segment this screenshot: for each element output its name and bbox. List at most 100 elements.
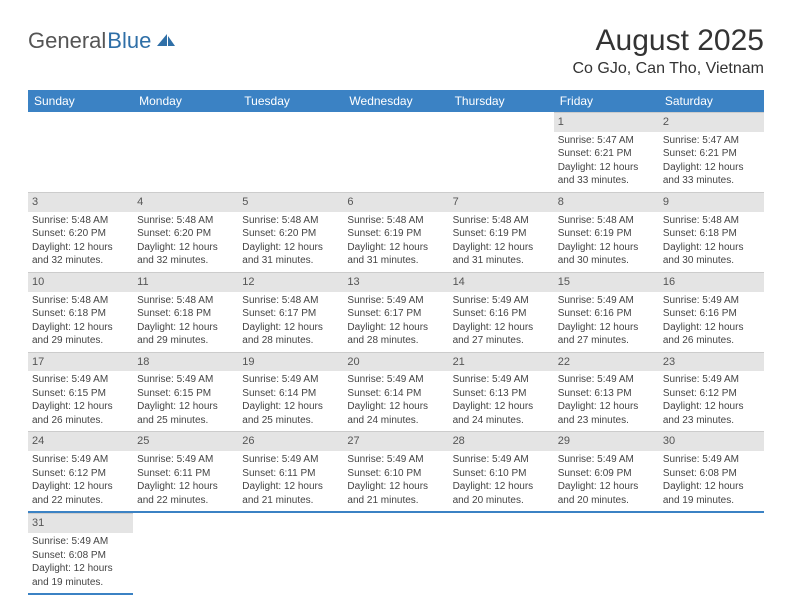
- header: General Blue August 2025 Co GJo, Can Tho…: [28, 24, 764, 78]
- day-number: 27: [343, 431, 448, 451]
- calendar-cell: [449, 512, 554, 594]
- day-number: 16: [659, 272, 764, 292]
- day-number: 26: [238, 431, 343, 451]
- day-number: 11: [133, 272, 238, 292]
- day-details: Sunrise: 5:49 AMSunset: 6:10 PMDaylight:…: [343, 451, 448, 511]
- location: Co GJo, Can Tho, Vietnam: [572, 60, 764, 78]
- calendar-cell: 26Sunrise: 5:49 AMSunset: 6:11 PMDayligh…: [238, 431, 343, 512]
- calendar-cell: 23Sunrise: 5:49 AMSunset: 6:12 PMDayligh…: [659, 352, 764, 432]
- calendar-cell: 25Sunrise: 5:49 AMSunset: 6:11 PMDayligh…: [133, 431, 238, 512]
- weekday-header: Monday: [133, 90, 238, 112]
- day-number: 18: [133, 352, 238, 372]
- day-number: 30: [659, 431, 764, 451]
- day-number: 14: [449, 272, 554, 292]
- calendar-row: 1Sunrise: 5:47 AMSunset: 6:21 PMDaylight…: [28, 112, 764, 192]
- day-number: 6: [343, 192, 448, 212]
- calendar-cell: 6Sunrise: 5:48 AMSunset: 6:19 PMDaylight…: [343, 192, 448, 272]
- calendar-cell: [133, 512, 238, 594]
- day-number: 20: [343, 352, 448, 372]
- calendar-cell: [133, 112, 238, 192]
- day-details: Sunrise: 5:49 AMSunset: 6:10 PMDaylight:…: [449, 451, 554, 511]
- calendar-row: 31Sunrise: 5:49 AMSunset: 6:08 PMDayligh…: [28, 512, 764, 594]
- weekday-header-row: SundayMondayTuesdayWednesdayThursdayFrid…: [28, 90, 764, 112]
- day-number: 4: [133, 192, 238, 212]
- day-details: Sunrise: 5:49 AMSunset: 6:08 PMDaylight:…: [28, 533, 133, 593]
- day-details: Sunrise: 5:48 AMSunset: 6:20 PMDaylight:…: [28, 212, 133, 272]
- day-number: 22: [554, 352, 659, 372]
- calendar-cell: 1Sunrise: 5:47 AMSunset: 6:21 PMDaylight…: [554, 112, 659, 192]
- day-number: 15: [554, 272, 659, 292]
- calendar-cell: 10Sunrise: 5:48 AMSunset: 6:18 PMDayligh…: [28, 272, 133, 352]
- calendar-cell: 22Sunrise: 5:49 AMSunset: 6:13 PMDayligh…: [554, 352, 659, 432]
- logo-text-1: General: [28, 28, 106, 54]
- calendar-cell: 16Sunrise: 5:49 AMSunset: 6:16 PMDayligh…: [659, 272, 764, 352]
- calendar-cell: 21Sunrise: 5:49 AMSunset: 6:13 PMDayligh…: [449, 352, 554, 432]
- day-details: Sunrise: 5:49 AMSunset: 6:08 PMDaylight:…: [659, 451, 764, 511]
- day-details: Sunrise: 5:49 AMSunset: 6:09 PMDaylight:…: [554, 451, 659, 511]
- day-details: Sunrise: 5:48 AMSunset: 6:17 PMDaylight:…: [238, 292, 343, 352]
- calendar-row: 24Sunrise: 5:49 AMSunset: 6:12 PMDayligh…: [28, 431, 764, 512]
- day-details: Sunrise: 5:49 AMSunset: 6:15 PMDaylight:…: [133, 371, 238, 431]
- calendar-cell: [659, 512, 764, 594]
- calendar-cell: 20Sunrise: 5:49 AMSunset: 6:14 PMDayligh…: [343, 352, 448, 432]
- calendar-cell: [238, 112, 343, 192]
- day-number: 13: [343, 272, 448, 292]
- calendar-cell: [343, 512, 448, 594]
- day-number: 12: [238, 272, 343, 292]
- calendar-cell: [238, 512, 343, 594]
- day-details: Sunrise: 5:48 AMSunset: 6:19 PMDaylight:…: [449, 212, 554, 272]
- logo-text-2: Blue: [107, 28, 151, 54]
- calendar-cell: 19Sunrise: 5:49 AMSunset: 6:14 PMDayligh…: [238, 352, 343, 432]
- day-details: Sunrise: 5:49 AMSunset: 6:11 PMDaylight:…: [238, 451, 343, 511]
- day-number: 21: [449, 352, 554, 372]
- calendar-cell: 12Sunrise: 5:48 AMSunset: 6:17 PMDayligh…: [238, 272, 343, 352]
- calendar-cell: 8Sunrise: 5:48 AMSunset: 6:19 PMDaylight…: [554, 192, 659, 272]
- calendar-cell: 17Sunrise: 5:49 AMSunset: 6:15 PMDayligh…: [28, 352, 133, 432]
- day-number: 9: [659, 192, 764, 212]
- day-number: 28: [449, 431, 554, 451]
- day-details: Sunrise: 5:49 AMSunset: 6:11 PMDaylight:…: [133, 451, 238, 511]
- day-details: Sunrise: 5:49 AMSunset: 6:16 PMDaylight:…: [449, 292, 554, 352]
- day-details: Sunrise: 5:49 AMSunset: 6:16 PMDaylight:…: [554, 292, 659, 352]
- day-number: 17: [28, 352, 133, 372]
- calendar-cell: 9Sunrise: 5:48 AMSunset: 6:18 PMDaylight…: [659, 192, 764, 272]
- calendar-row: 3Sunrise: 5:48 AMSunset: 6:20 PMDaylight…: [28, 192, 764, 272]
- calendar-cell: 7Sunrise: 5:48 AMSunset: 6:19 PMDaylight…: [449, 192, 554, 272]
- calendar-cell: 29Sunrise: 5:49 AMSunset: 6:09 PMDayligh…: [554, 431, 659, 512]
- calendar-cell: 14Sunrise: 5:49 AMSunset: 6:16 PMDayligh…: [449, 272, 554, 352]
- calendar-cell: 5Sunrise: 5:48 AMSunset: 6:20 PMDaylight…: [238, 192, 343, 272]
- calendar-cell: 30Sunrise: 5:49 AMSunset: 6:08 PMDayligh…: [659, 431, 764, 512]
- day-details: Sunrise: 5:49 AMSunset: 6:13 PMDaylight:…: [449, 371, 554, 431]
- day-number: 24: [28, 431, 133, 451]
- calendar-cell: 11Sunrise: 5:48 AMSunset: 6:18 PMDayligh…: [133, 272, 238, 352]
- day-details: Sunrise: 5:48 AMSunset: 6:18 PMDaylight:…: [659, 212, 764, 272]
- day-details: Sunrise: 5:49 AMSunset: 6:12 PMDaylight:…: [28, 451, 133, 511]
- weekday-header: Tuesday: [238, 90, 343, 112]
- sail-icon: [155, 28, 177, 54]
- title-block: August 2025 Co GJo, Can Tho, Vietnam: [572, 24, 764, 78]
- day-details: Sunrise: 5:48 AMSunset: 6:20 PMDaylight:…: [133, 212, 238, 272]
- calendar-cell: [28, 112, 133, 192]
- day-details: Sunrise: 5:48 AMSunset: 6:18 PMDaylight:…: [28, 292, 133, 352]
- day-number: 29: [554, 431, 659, 451]
- calendar-cell: [554, 512, 659, 594]
- day-details: Sunrise: 5:49 AMSunset: 6:17 PMDaylight:…: [343, 292, 448, 352]
- weekday-header: Saturday: [659, 90, 764, 112]
- day-number: 5: [238, 192, 343, 212]
- month-title: August 2025: [572, 24, 764, 58]
- day-details: Sunrise: 5:48 AMSunset: 6:20 PMDaylight:…: [238, 212, 343, 272]
- calendar-cell: 13Sunrise: 5:49 AMSunset: 6:17 PMDayligh…: [343, 272, 448, 352]
- day-number: 31: [28, 513, 133, 533]
- day-number: 25: [133, 431, 238, 451]
- calendar-cell: 3Sunrise: 5:48 AMSunset: 6:20 PMDaylight…: [28, 192, 133, 272]
- day-details: Sunrise: 5:49 AMSunset: 6:15 PMDaylight:…: [28, 371, 133, 431]
- day-details: Sunrise: 5:47 AMSunset: 6:21 PMDaylight:…: [659, 132, 764, 192]
- logo: General Blue: [28, 28, 177, 54]
- calendar-cell: 24Sunrise: 5:49 AMSunset: 6:12 PMDayligh…: [28, 431, 133, 512]
- calendar-cell: 27Sunrise: 5:49 AMSunset: 6:10 PMDayligh…: [343, 431, 448, 512]
- day-details: Sunrise: 5:49 AMSunset: 6:14 PMDaylight:…: [343, 371, 448, 431]
- day-number: 19: [238, 352, 343, 372]
- day-details: Sunrise: 5:48 AMSunset: 6:19 PMDaylight:…: [343, 212, 448, 272]
- day-details: Sunrise: 5:47 AMSunset: 6:21 PMDaylight:…: [554, 132, 659, 192]
- calendar-cell: 18Sunrise: 5:49 AMSunset: 6:15 PMDayligh…: [133, 352, 238, 432]
